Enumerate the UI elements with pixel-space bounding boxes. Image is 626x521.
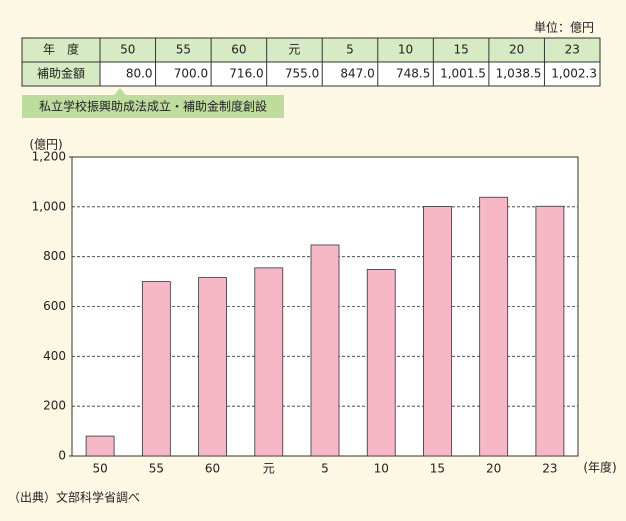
bar <box>366 269 396 457</box>
table-header-cell: 50 <box>120 43 135 57</box>
table-header-cell: 55 <box>176 43 191 57</box>
table-header-label: 年 度 <box>43 42 79 57</box>
bar <box>310 244 340 457</box>
y-tick-label: 200 <box>43 399 66 413</box>
table-header-cell: 23 <box>565 43 580 57</box>
annotation: 私立学校振興助成法成立・補助金制度創設 <box>39 99 267 114</box>
x-tick-label: 15 <box>430 462 445 476</box>
table-row-head <box>21 61 101 87</box>
table-value-cell: 748.5 <box>396 67 430 81</box>
table-header-cell: 20 <box>509 43 524 57</box>
table-value-cell: 1,038.5 <box>496 67 542 81</box>
x-tick-label: 55 <box>149 462 164 476</box>
x-tick-label: 元 <box>263 462 275 476</box>
y-tick-label: 1,200 <box>32 150 66 164</box>
table-value-cell: 847.0 <box>340 67 374 81</box>
y-tick-label: 800 <box>43 249 66 263</box>
table-value-cell: 1,001.5 <box>440 67 486 81</box>
table-value-cell: 1,002.3 <box>551 67 597 81</box>
table-data-row <box>21 61 601 87</box>
table-value-cell: 700.0 <box>174 67 208 81</box>
y-axis-label: (億円) <box>29 138 62 152</box>
table-row-label: 補助金額 <box>37 66 85 81</box>
bar <box>423 206 452 457</box>
table-value-cell: 755.0 <box>285 67 319 81</box>
x-tick-label: 23 <box>542 462 557 476</box>
x-tick-label: 10 <box>374 462 389 476</box>
table-header-cell: 15 <box>453 43 468 57</box>
table-value-cell: 80.0 <box>126 67 153 81</box>
bar <box>535 205 565 457</box>
x-tick-label: 60 <box>205 462 220 476</box>
table-value-cell: 716.0 <box>229 67 263 81</box>
bar <box>141 281 171 457</box>
bar <box>254 267 284 457</box>
annotation-pointer <box>114 88 126 95</box>
x-axis-label: (年度) <box>583 460 616 475</box>
x-tick-label: 50 <box>92 462 107 476</box>
y-tick-label: 0 <box>58 449 66 463</box>
bar <box>85 435 115 457</box>
bar <box>198 277 227 457</box>
table-header-cell: 元 <box>288 43 300 57</box>
bar <box>479 196 509 457</box>
table-header-cell: 60 <box>231 43 246 57</box>
y-tick-label: 400 <box>43 349 66 363</box>
table-header-cell: 5 <box>346 43 354 57</box>
y-tick-label: 600 <box>43 299 66 313</box>
x-tick-label: 5 <box>321 462 329 476</box>
y-tick-label: 1,000 <box>32 199 66 213</box>
table-header-cell: 10 <box>398 43 413 57</box>
table-header-row <box>21 37 601 63</box>
annotation-box <box>22 95 284 118</box>
x-tick-label: 20 <box>486 462 501 476</box>
source: （出典）文部科学省調べ <box>8 490 140 505</box>
unit-note: 単位：億円 <box>534 20 594 35</box>
